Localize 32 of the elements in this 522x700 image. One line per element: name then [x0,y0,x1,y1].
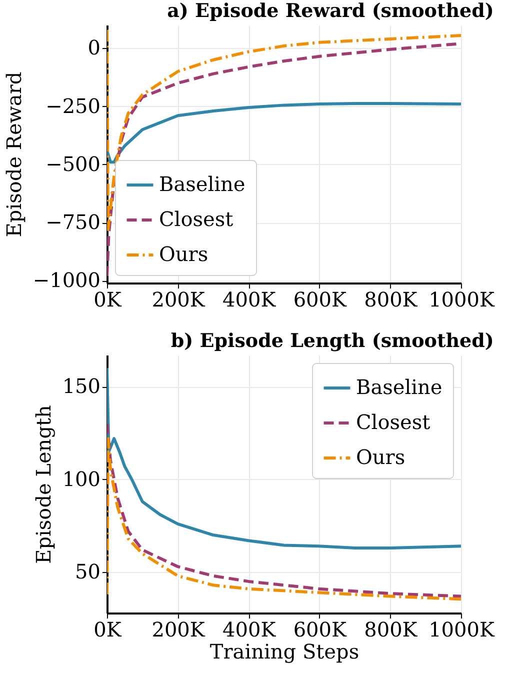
chart-title: b) Episode Length (smoothed) [170,330,494,352]
legend-label: Closest [356,410,430,434]
y-tick-label: −500 [46,152,100,176]
legend-label: Closest [159,207,234,231]
y-tick-label: −750 [46,210,100,234]
x-tick-label: 0K [94,618,122,642]
x-tick-label: 800K [364,618,418,642]
line-series [107,102,461,164]
line-series [107,28,461,232]
x-tick-label: 400K [222,288,277,312]
x-tick-label: 200K [152,618,206,642]
x-axis-title: Training Steps [210,640,360,664]
legend-label: Baseline [159,172,246,196]
line-series [107,366,461,550]
x-tick-label: 1000K [428,618,496,642]
x-tick-label: 1000K [428,288,496,312]
legend-label: Ours [159,242,208,266]
y-axis-title: Episode Reward [2,72,26,238]
legend-label: Baseline [356,375,442,399]
y-axis-title: Episode Length [31,404,56,564]
x-tick-label: 600K [293,618,348,642]
x-tick-label: 200K [152,288,206,312]
y-tick-label: 0 [88,36,100,60]
legend-label: Ours [356,445,406,469]
y-tick-label: 50 [75,560,100,584]
x-tick-label: 800K [364,288,418,312]
x-tick-label: 600K [293,288,348,312]
y-tick-label: 100 [62,466,100,491]
y-tick-label: 150 [62,374,100,398]
x-tick-label: 400K [222,618,277,642]
y-tick-label: −250 [46,94,100,118]
chart-title: a) Episode Reward (smoothed) [167,0,494,22]
